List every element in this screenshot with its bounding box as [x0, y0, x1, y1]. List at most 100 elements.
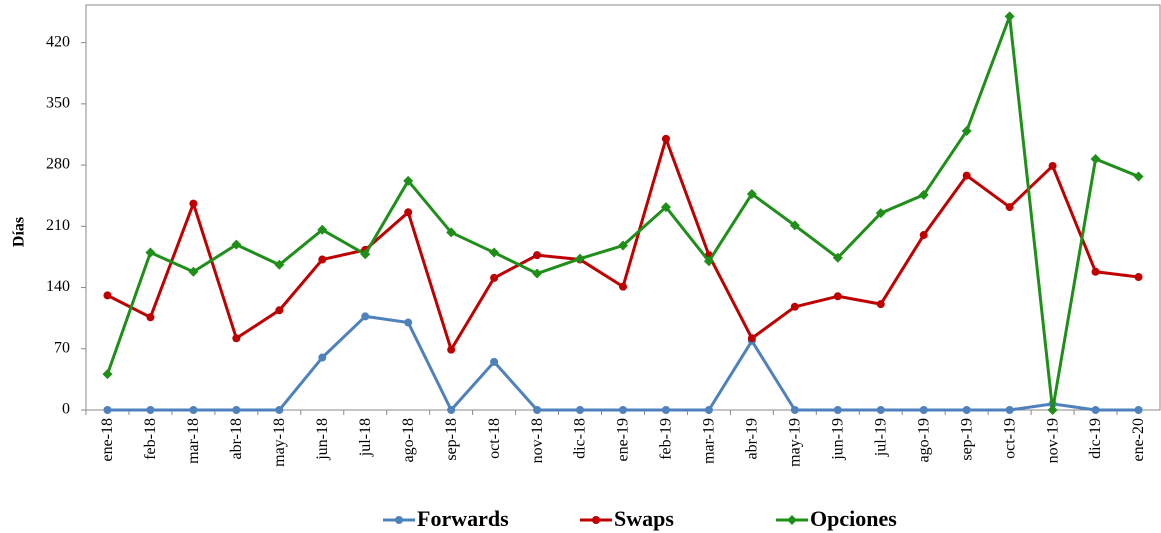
point — [790, 302, 799, 311]
point — [189, 199, 198, 208]
x-tick-label: ene-18 — [99, 418, 116, 462]
point — [875, 208, 886, 219]
point — [360, 249, 371, 260]
x-tick-label: ene-19 — [615, 418, 632, 462]
point — [275, 406, 284, 414]
point — [490, 357, 499, 366]
point — [876, 300, 885, 309]
point — [490, 273, 499, 282]
point — [1004, 11, 1015, 22]
point — [533, 406, 542, 414]
point — [919, 231, 928, 240]
point — [274, 259, 285, 270]
x-tick-label: may-19 — [787, 418, 804, 467]
point — [619, 406, 627, 414]
point — [962, 171, 971, 180]
point — [746, 188, 757, 199]
x-tick-label: sep-19 — [958, 418, 975, 461]
point — [704, 406, 713, 414]
point — [103, 291, 112, 300]
x-tick-label: oct-18 — [486, 418, 503, 459]
point — [447, 345, 456, 354]
point — [962, 406, 971, 414]
point — [145, 247, 156, 258]
point — [790, 406, 799, 414]
point — [618, 240, 628, 251]
point — [189, 406, 198, 414]
x-tick-label: dic-18 — [572, 418, 589, 459]
point — [232, 406, 241, 414]
x-tick-label: jul-18 — [357, 418, 374, 457]
point — [447, 406, 456, 414]
legend-marker — [787, 515, 797, 525]
point — [1091, 267, 1100, 276]
point — [318, 353, 327, 362]
point — [619, 282, 627, 291]
point — [533, 251, 542, 260]
point — [232, 334, 241, 343]
y-tick-label: 420 — [46, 33, 70, 50]
x-tick-label: jul-19 — [872, 418, 889, 457]
point — [661, 406, 670, 414]
x-tick-label: may-18 — [271, 418, 288, 467]
y-tick-label: 140 — [46, 278, 70, 295]
point — [188, 266, 199, 277]
point — [660, 202, 671, 213]
point — [1133, 171, 1144, 182]
point — [489, 247, 500, 258]
point — [1134, 406, 1143, 414]
point — [789, 220, 800, 231]
point — [317, 224, 328, 235]
x-tick-label: feb-18 — [142, 418, 159, 460]
x-tick-label: sep-18 — [443, 418, 460, 461]
y-axis-label: Días — [11, 217, 28, 247]
point — [532, 268, 543, 279]
plot-frame — [85, 4, 1161, 411]
series-line — [107, 314, 1139, 412]
point — [919, 406, 928, 414]
point — [1091, 406, 1100, 414]
point — [103, 406, 112, 414]
point — [1005, 406, 1014, 414]
legend-label: Swaps — [614, 506, 674, 531]
x-tick-label: ago-19 — [915, 418, 932, 462]
legend-marker — [395, 516, 403, 524]
y-tick-label: 70 — [54, 339, 70, 356]
x-tick-label: jun-19 — [829, 418, 846, 461]
point — [747, 334, 756, 343]
x-tick-label: abr-18 — [228, 418, 245, 459]
point — [918, 189, 929, 200]
point — [361, 312, 370, 321]
x-tick-label: feb-19 — [658, 418, 675, 460]
legend-label: Forwards — [417, 506, 509, 531]
x-tick-label: ene-20 — [1130, 418, 1147, 462]
point — [661, 134, 670, 143]
point — [102, 369, 113, 380]
point — [404, 318, 413, 327]
point — [1047, 405, 1058, 415]
x-tick-label: dic-19 — [1087, 418, 1104, 459]
point — [318, 255, 327, 264]
y-tick-label: 210 — [46, 217, 70, 234]
point — [1005, 203, 1014, 212]
x-tick-label: mar-19 — [701, 418, 718, 464]
legend-label: Opciones — [810, 506, 897, 531]
point — [876, 406, 885, 414]
point — [703, 256, 714, 267]
point — [403, 175, 414, 186]
point — [833, 406, 842, 414]
point — [1134, 273, 1143, 282]
series-line — [106, 14, 1140, 412]
y-tick-label: 350 — [46, 95, 70, 112]
point — [833, 292, 842, 301]
x-tick-label: mar-18 — [185, 418, 202, 464]
x-tick-label: abr-19 — [744, 418, 761, 459]
y-tick-label: 280 — [46, 156, 70, 173]
point — [1090, 153, 1101, 164]
point — [446, 227, 457, 238]
x-tick-label: nov-18 — [529, 418, 546, 463]
x-tick-label: ago-18 — [400, 418, 417, 462]
point — [575, 253, 586, 264]
